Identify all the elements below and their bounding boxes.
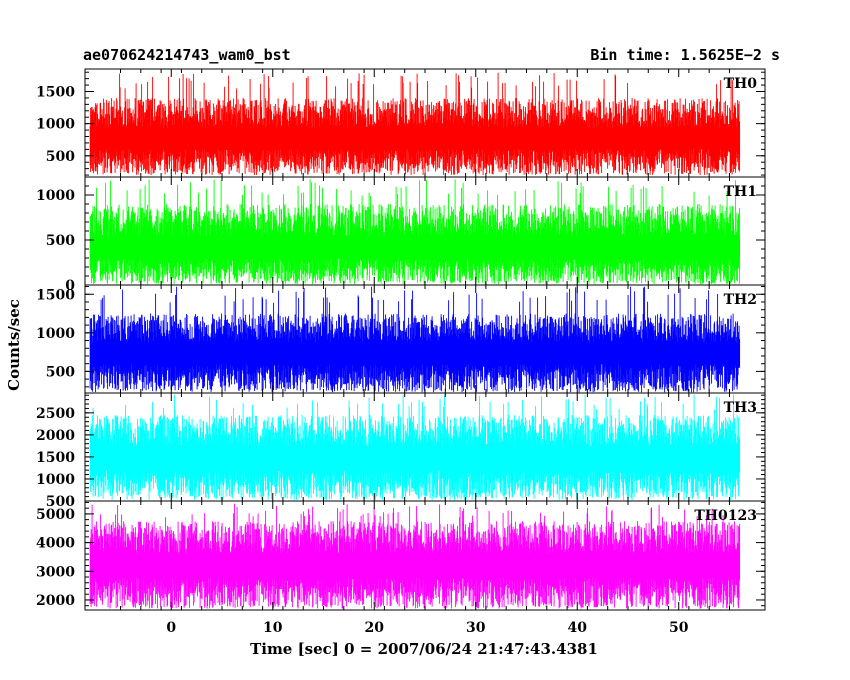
y-tick-label: 2000 [36, 593, 75, 609]
chart-subtitle: Bin time: 1.5625E−2 s [590, 46, 780, 64]
panel-label-th0: TH0 [724, 76, 758, 92]
y-tick-label: 1000 [36, 472, 75, 488]
panel-th3: 500 1000 1500 2000 2500 TH3 [36, 392, 766, 510]
panel-label-th0123: TH0123 [694, 508, 757, 524]
y-tick-label: 500 [46, 364, 75, 380]
y-tick-label: 1000 [36, 326, 75, 342]
y-tick-label: 500 [46, 233, 75, 249]
y-tick-label: 4000 [36, 536, 75, 552]
y-tick-label: 2500 [36, 406, 75, 422]
panel-th2: 500 1000 1500 TH2 [36, 284, 766, 394]
y-axis-title: Counts/sec [5, 299, 23, 391]
panel-th0: 500 1000 1500 TH0 [36, 68, 766, 178]
x-tick-label: 10 [263, 620, 283, 636]
y-tick-label: 1500 [36, 85, 75, 101]
lightcurve-th3 [89, 394, 741, 501]
panel-th1: 0 500 1000 TH1 [36, 176, 766, 294]
y-tick-label: 1000 [36, 117, 75, 133]
x-axis-ticks: 0 10 20 30 40 50 [166, 620, 688, 636]
y-tick-label: 500 [46, 149, 75, 165]
x-axis-title: Time [sec] 0 = 2007/06/24 21:47:43.4381 [250, 640, 598, 658]
panel-th0123: 2000 3000 4000 5000 TH0123 [36, 500, 766, 611]
panel-label-th2: TH2 [724, 292, 757, 308]
y-tick-label: 1000 [36, 188, 75, 204]
x-tick-label: 40 [567, 620, 587, 636]
lightcurve-th0123 [89, 503, 741, 609]
y-tick-label: 500 [46, 494, 75, 510]
panel-label-th1: TH1 [724, 184, 757, 200]
lightcurve-th1 [89, 179, 741, 285]
lightcurve-th0 [89, 72, 741, 175]
x-tick-label: 30 [466, 620, 486, 636]
panel-label-th3: TH3 [724, 400, 757, 416]
y-tick-label: 1500 [36, 287, 75, 303]
x-tick-label: 50 [669, 620, 689, 636]
y-tick-label: 5000 [36, 507, 75, 523]
lightcurve-th2 [89, 286, 741, 393]
y-tick-label: 0 [65, 278, 75, 294]
y-tick-label: 1500 [36, 450, 75, 466]
chart-title: ae070624214743_wam0_bst [83, 46, 291, 64]
x-tick-label: 0 [166, 620, 176, 636]
y-tick-label: 3000 [36, 564, 75, 580]
y-tick-label: 2000 [36, 428, 75, 444]
x-tick-label: 20 [365, 620, 385, 636]
